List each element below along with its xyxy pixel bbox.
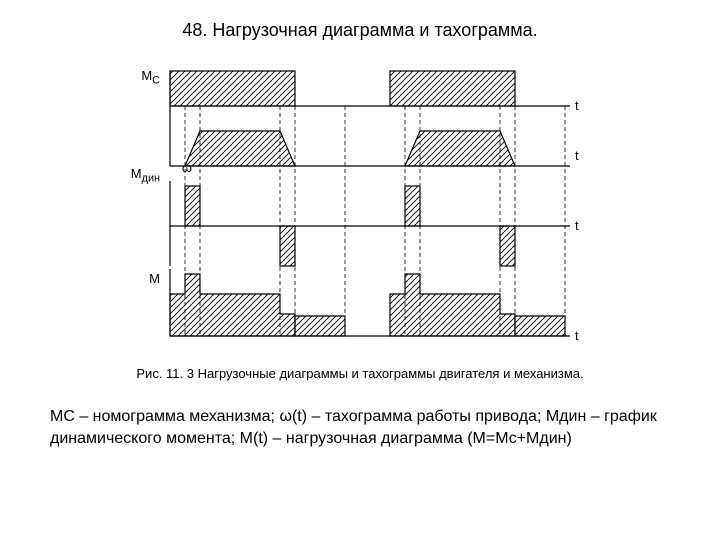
t-label-1: t <box>575 98 579 113</box>
load-diagram: MС Мдин ω М t t t t <box>110 56 610 356</box>
t-label-3: t <box>575 218 579 233</box>
label-omega: ω <box>152 160 192 175</box>
label-mc: MС <box>120 68 160 87</box>
figure-caption: Рис. 11. 3 Нагрузочные диаграммы и тахог… <box>40 366 680 381</box>
page-title: 48. Нагрузочная диаграмма и тахограмма. <box>40 20 680 41</box>
t-label-2: t <box>575 148 579 163</box>
description-text: МС – номограмма механизма; ω(t) – тахогр… <box>40 406 680 451</box>
diagram-svg <box>110 56 610 356</box>
t-label-4: t <box>575 328 579 343</box>
label-m: М <box>120 271 160 286</box>
